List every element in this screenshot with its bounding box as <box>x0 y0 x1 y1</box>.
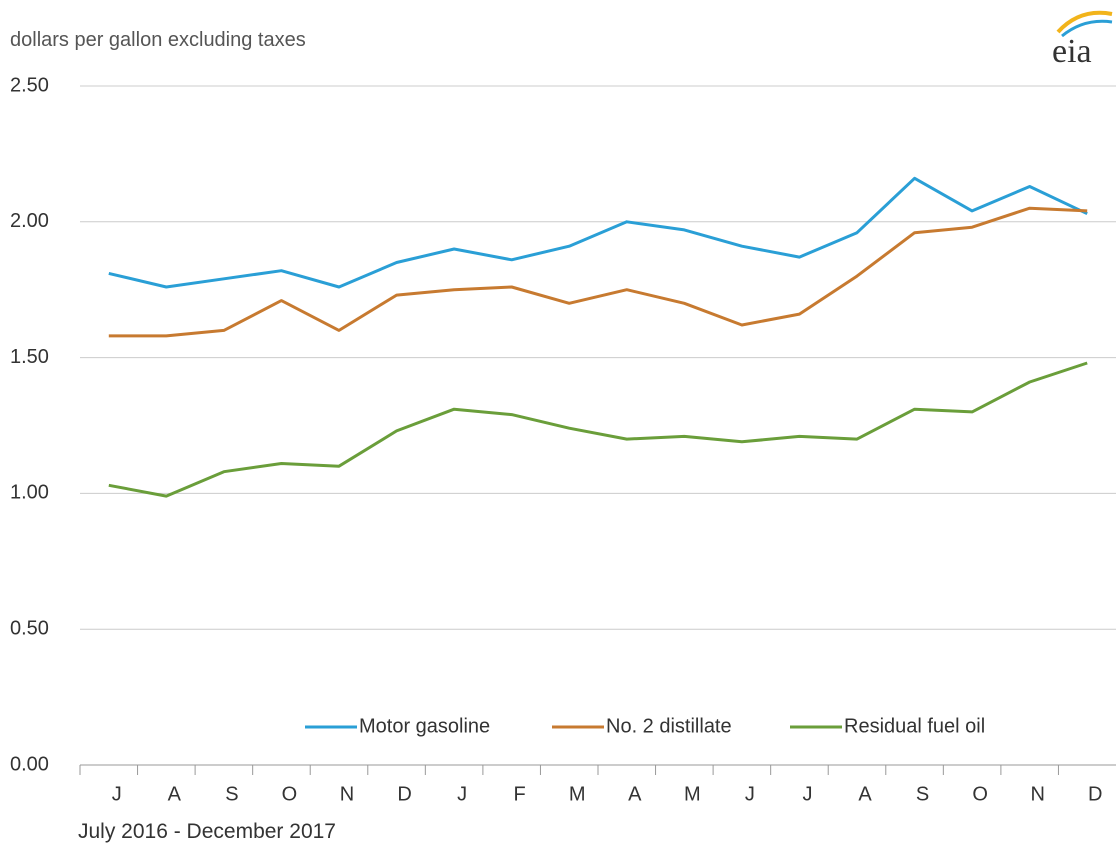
y-tick-label: 0.50 <box>10 617 49 639</box>
x-tick-label: F <box>514 783 526 805</box>
y-tick-label: 0.00 <box>10 753 49 775</box>
x-tick-label: N <box>340 783 354 805</box>
x-tick-label: A <box>858 783 872 805</box>
x-tick-label: O <box>282 783 298 805</box>
x-tick-label: M <box>569 783 586 805</box>
x-axis-label: July 2016 - December 2017 <box>78 820 336 843</box>
line-series <box>108 206 1088 338</box>
x-tick-label: D <box>1088 783 1102 805</box>
logo-arc <box>1061 19 1113 38</box>
x-tick-label: S <box>916 783 929 805</box>
x-tick-label: J <box>457 783 467 805</box>
x-tick-label: A <box>168 783 182 805</box>
y-tick-label: 2.00 <box>10 210 49 232</box>
y-tick-label: 1.50 <box>10 346 49 368</box>
x-tick-label: M <box>684 783 701 805</box>
legend-label: No. 2 distillate <box>606 715 732 737</box>
x-tick-label: J <box>802 783 812 805</box>
legend-label: Motor gasoline <box>359 715 490 737</box>
x-tick-label: J <box>112 783 122 805</box>
logo: eia <box>1052 33 1092 70</box>
x-tick-label: A <box>628 783 642 805</box>
x-tick-label: J <box>745 783 755 805</box>
line-series <box>108 361 1088 498</box>
y-tick-label: 1.00 <box>10 482 49 504</box>
x-tick-label: N <box>1030 783 1044 805</box>
legend-label: Residual fuel oil <box>844 715 985 737</box>
logo-arc <box>1056 10 1113 34</box>
x-tick-label: D <box>397 783 411 805</box>
line-series <box>108 176 1088 289</box>
y-axis-label: dollars per gallon excluding taxes <box>10 29 306 51</box>
x-tick-label: O <box>972 783 988 805</box>
y-tick-label: 2.50 <box>10 74 49 96</box>
x-tick-label: S <box>225 783 238 805</box>
